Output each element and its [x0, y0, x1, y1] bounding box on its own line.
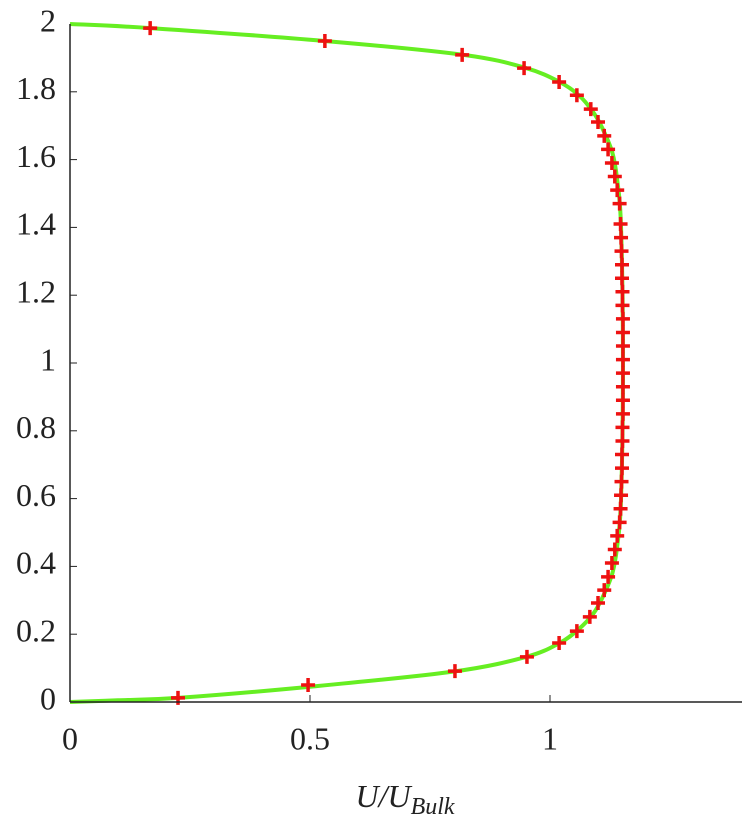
marker [604, 556, 619, 571]
marker [613, 217, 628, 232]
marker [615, 257, 629, 272]
marker [615, 447, 629, 462]
marker [582, 609, 597, 624]
marker [615, 433, 630, 448]
y-tick-label: 0.4 [16, 545, 56, 581]
marker [615, 393, 630, 408]
marker [455, 47, 470, 62]
marker [597, 128, 612, 143]
x-label-subscript: Bulk [411, 794, 455, 820]
marker [597, 583, 612, 598]
marker [610, 183, 625, 198]
marker [552, 636, 567, 651]
marker [610, 528, 625, 543]
marker [615, 311, 630, 326]
marker [614, 474, 629, 489]
marker [615, 298, 630, 313]
marker [607, 169, 622, 184]
y-tick-label: 0.6 [16, 477, 56, 513]
marker [569, 88, 584, 103]
marker [583, 102, 598, 117]
x-axis-label: U/UBulk [355, 778, 454, 819]
marker [604, 155, 619, 170]
marker [615, 461, 629, 476]
x-tick-label: 0 [62, 720, 78, 756]
marker [614, 244, 629, 259]
y-tick-label: 1.2 [16, 274, 56, 310]
marker [143, 21, 158, 36]
marker [517, 61, 532, 76]
x-tick-label: 1 [542, 720, 558, 756]
y-tick-label: 0.2 [16, 613, 56, 649]
marker [612, 196, 627, 211]
x-tick-label: 0.5 [290, 720, 330, 756]
y-tick-label: 1.4 [16, 206, 56, 242]
marker [317, 33, 332, 48]
marker [615, 284, 630, 299]
marker [519, 649, 534, 664]
marker [615, 271, 629, 286]
y-tick-label: 1 [40, 341, 56, 377]
marker [615, 420, 630, 435]
marker [615, 406, 630, 421]
y-tick-label: 0.8 [16, 409, 56, 445]
y-tick-label: 1.6 [16, 138, 56, 174]
marker [591, 114, 605, 129]
marker [301, 678, 316, 693]
marker [601, 142, 616, 157]
marker [552, 74, 567, 89]
marker [615, 379, 630, 394]
marker [614, 488, 629, 503]
marker [569, 624, 584, 639]
y-tick-label: 1.8 [16, 70, 56, 106]
y-tick-label: 0 [40, 680, 56, 716]
marker [591, 596, 605, 611]
profile-line [69, 22, 625, 704]
marker [601, 569, 616, 584]
marker [615, 352, 630, 367]
y-tick-label: 2 [40, 2, 56, 38]
marker [615, 325, 630, 340]
x-label-main: U/U [355, 778, 412, 814]
marker [615, 339, 630, 354]
marker [171, 690, 185, 705]
marker [447, 664, 462, 679]
marker [615, 366, 630, 381]
marker [613, 501, 628, 516]
marker [612, 515, 627, 530]
marker [607, 542, 622, 557]
marker [614, 230, 629, 245]
